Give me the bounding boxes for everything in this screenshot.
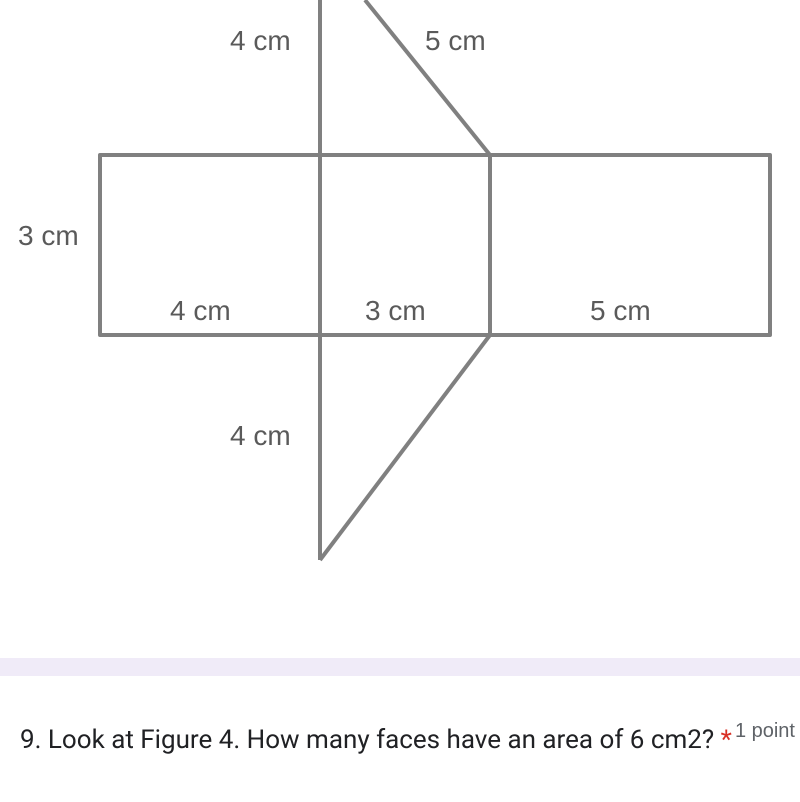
label-rect1: 4 cm	[170, 295, 231, 327]
label-bottom-vertical: 4 cm	[230, 420, 291, 452]
question-body: Look at Figure 4. How many faces have an…	[48, 725, 714, 755]
label-top-hypotenuse: 5 cm	[425, 25, 486, 57]
label-rect2: 3 cm	[365, 295, 426, 327]
required-marker: *	[721, 725, 732, 755]
label-top-vertical: 4 cm	[230, 25, 291, 57]
label-rect3: 5 cm	[590, 295, 651, 327]
section-divider	[0, 658, 800, 676]
points-label: 1 point	[735, 720, 795, 743]
question-number: 9.	[20, 725, 41, 755]
label-left-height: 3 cm	[18, 220, 79, 252]
question-text: 9. Look at Figure 4. How many faces have…	[20, 720, 780, 762]
geometry-net-diagram: 4 cm 5 cm 3 cm 4 cm 3 cm 5 cm 4 cm	[0, 0, 800, 620]
question-block: 9. Look at Figure 4. How many faces have…	[20, 720, 780, 762]
